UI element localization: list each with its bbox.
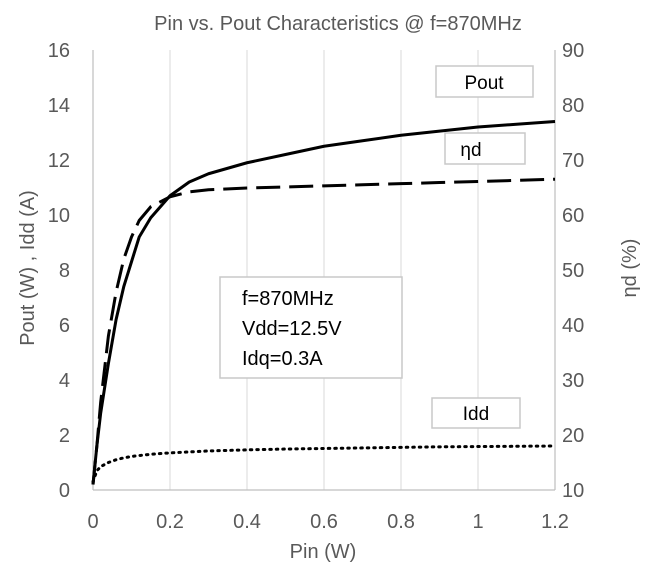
legend-pout-label: Pout: [464, 73, 504, 94]
legend-eta: ηd: [445, 133, 525, 164]
x-tick-label: 0.4: [233, 511, 261, 533]
legend-eta-label: ηd: [460, 140, 481, 161]
y-tick-label: 2: [59, 425, 70, 447]
legend-eta-box: [445, 133, 525, 164]
y2-tick-label: 80: [562, 95, 584, 117]
conditions-box: f=870MHz Vdd=12.5V Idq=0.3A: [220, 277, 402, 378]
y-tick-label: 14: [48, 95, 70, 117]
y-axis-title: Pout (W) , Idd (A): [17, 190, 39, 346]
y-tick-label: 8: [59, 260, 70, 282]
x-tick-label: 1: [472, 511, 483, 533]
y-tick-label: 16: [48, 40, 70, 62]
y2-tick-label: 40: [562, 315, 584, 337]
y-tick-label: 4: [59, 370, 70, 392]
y2-tick-label: 90: [562, 40, 584, 62]
y2-tick-label: 60: [562, 205, 584, 227]
condition-idq: Idq=0.3A: [242, 348, 323, 370]
y2-tick-label: 70: [562, 150, 584, 172]
x-tick-label: 0.2: [156, 511, 184, 533]
x-tick-label: 0.6: [310, 511, 338, 533]
x-tick-label: 1.2: [541, 511, 569, 533]
legend-idd: Idd: [432, 398, 520, 428]
y2-tick-label: 10: [562, 480, 584, 502]
y-tick-label: 10: [48, 205, 70, 227]
y2-tick-label: 50: [562, 260, 584, 282]
legend-idd-label: Idd: [463, 404, 489, 425]
chart-title: Pin vs. Pout Characteristics @ f=870MHz: [154, 13, 522, 35]
y2-axis-title: ηd (%): [619, 239, 641, 298]
y-tick-label: 0: [59, 480, 70, 502]
y2-tick-label: 30: [562, 370, 584, 392]
legend-pout: Pout: [436, 66, 533, 97]
condition-vdd: Vdd=12.5V: [242, 318, 342, 340]
x-tick-label: 0.8: [387, 511, 415, 533]
y2-tick-label: 20: [562, 425, 584, 447]
y-tick-label: 6: [59, 315, 70, 337]
condition-frequency: f=870MHz: [242, 288, 334, 310]
x-axis-title: Pin (W): [290, 541, 357, 563]
y-tick-label: 12: [48, 150, 70, 172]
x-tick-label: 0: [87, 511, 98, 533]
